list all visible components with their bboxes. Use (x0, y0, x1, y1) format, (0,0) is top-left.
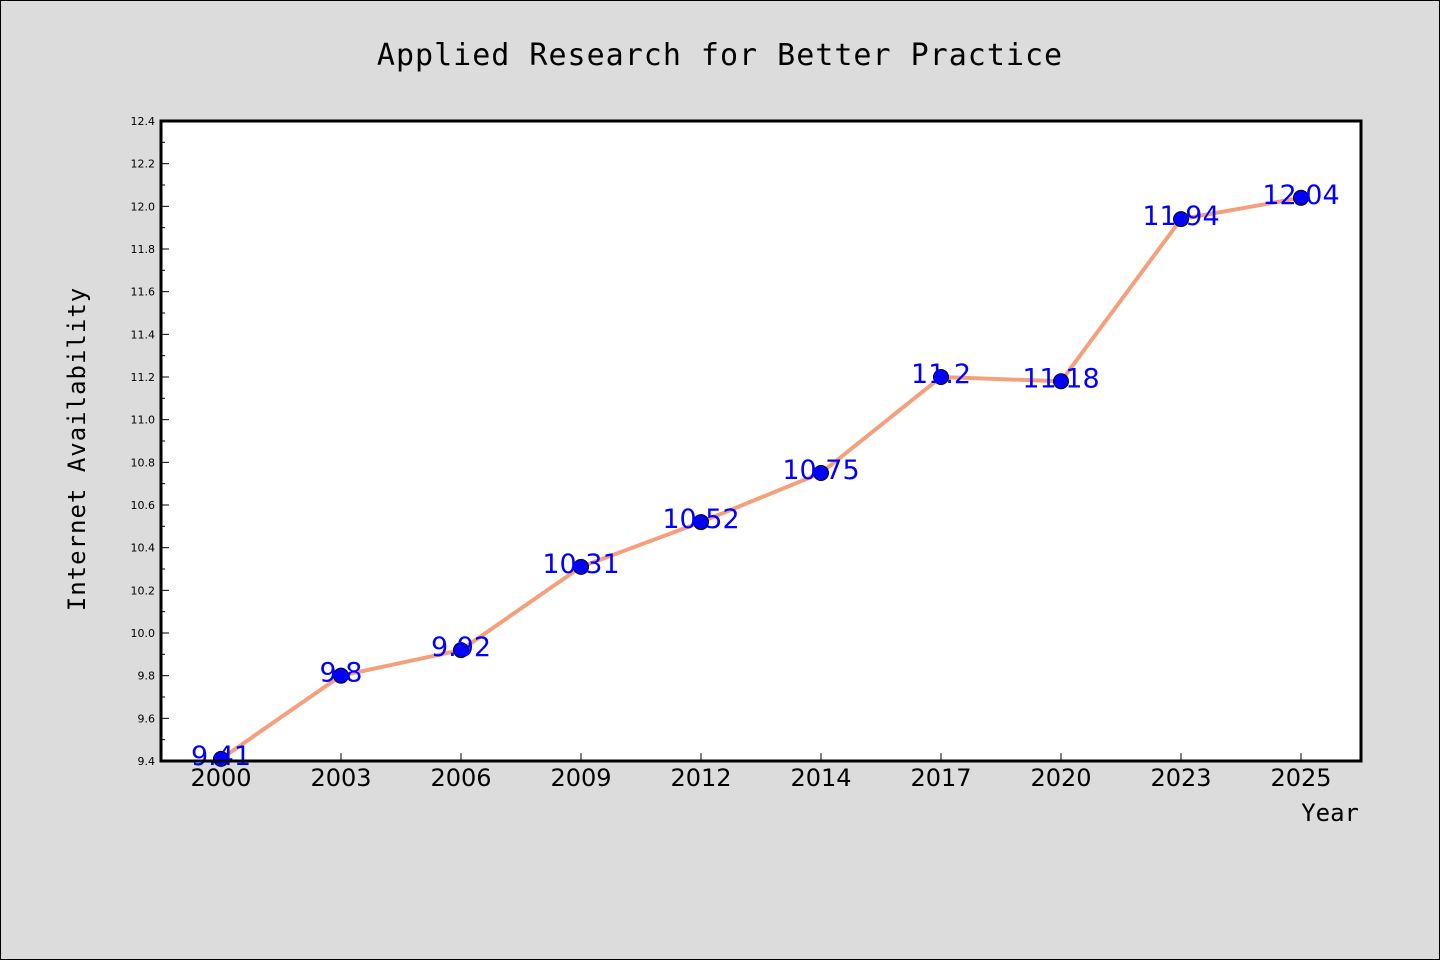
data-point (1293, 189, 1309, 206)
y-tick-label: 11.0 (131, 414, 156, 427)
y-tick-label: 10.8 (131, 456, 156, 469)
y-tick-label: 10.6 (131, 499, 156, 512)
y-tick-label: 12.4 (131, 115, 156, 128)
data-point (933, 369, 949, 385)
x-tick-label: 2020 (1030, 764, 1091, 792)
y-tick-label: 10.2 (131, 584, 156, 597)
y-axis-ticks: 9.4 9.6 9.8 10.0 10.2 10.4 10.6 10.8 11.0 11.2 11.… (131, 115, 169, 768)
y-tick-label: 11.6 (131, 286, 156, 299)
data-label: 12.04 (1262, 180, 1339, 211)
data-label: 10.75 (782, 455, 859, 486)
data-label: 9.92 (431, 632, 491, 663)
data-point (573, 558, 589, 575)
data-label: 11.2 (911, 359, 971, 390)
series-line (219, 195, 1303, 761)
x-axis-ticks: 2000 2003 2006 2009 2012 2014 2017 2020 2023 2025 (190, 753, 1332, 792)
plot-frame (159, 119, 1363, 763)
y-axis-label: Internet Availability (63, 287, 91, 611)
y-tick-label: 10.0 (131, 627, 156, 640)
plot-area (161, 121, 1361, 761)
x-tick-label: 2025 (1270, 764, 1331, 792)
data-point (1053, 373, 1069, 390)
y-tick-label: 11.8 (131, 243, 156, 256)
x-tick-label: 2023 (1150, 764, 1211, 792)
data-labels: 9.41 9.8 9.92 10.31 10.52 10.75 11.2 11.18 11.94… (191, 180, 1340, 772)
data-point (693, 514, 709, 531)
y-tick-label: 11.2 (131, 371, 156, 384)
x-tick-label: 2000 (190, 764, 251, 792)
data-point (1173, 211, 1189, 228)
data-markers (213, 189, 1309, 767)
x-tick-label: 2003 (310, 764, 371, 792)
y-tick-label: 9.8 (138, 670, 156, 683)
y-tick-label: 10.4 (131, 542, 156, 555)
data-point (813, 465, 829, 481)
y-tick-label: 12.2 (131, 158, 156, 171)
x-tick-label: 2006 (430, 764, 491, 792)
x-axis-label: Year (1301, 799, 1359, 827)
chart-title: Applied Research for Better Practice (377, 38, 1063, 73)
x-tick-label: 2009 (550, 764, 611, 792)
y-tick-label: 9.4 (138, 755, 156, 768)
data-point (213, 750, 229, 767)
data-label: 11.94 (1142, 201, 1219, 232)
x-tick-label: 2012 (670, 764, 731, 792)
y-tick-label: 12.0 (131, 200, 156, 213)
y-tick-label: 9.6 (138, 712, 156, 725)
data-label: 9.8 (320, 658, 363, 689)
data-label: 10.52 (662, 504, 739, 535)
x-tick-label: 2017 (910, 764, 971, 792)
data-label: 9.41 (191, 741, 251, 772)
data-point (453, 642, 469, 659)
data-label: 10.31 (542, 549, 619, 580)
data-point (333, 667, 349, 684)
x-tick-label: 2014 (790, 764, 851, 792)
y-tick-label: 11.4 (131, 328, 156, 341)
data-label: 11.18 (1022, 363, 1099, 394)
